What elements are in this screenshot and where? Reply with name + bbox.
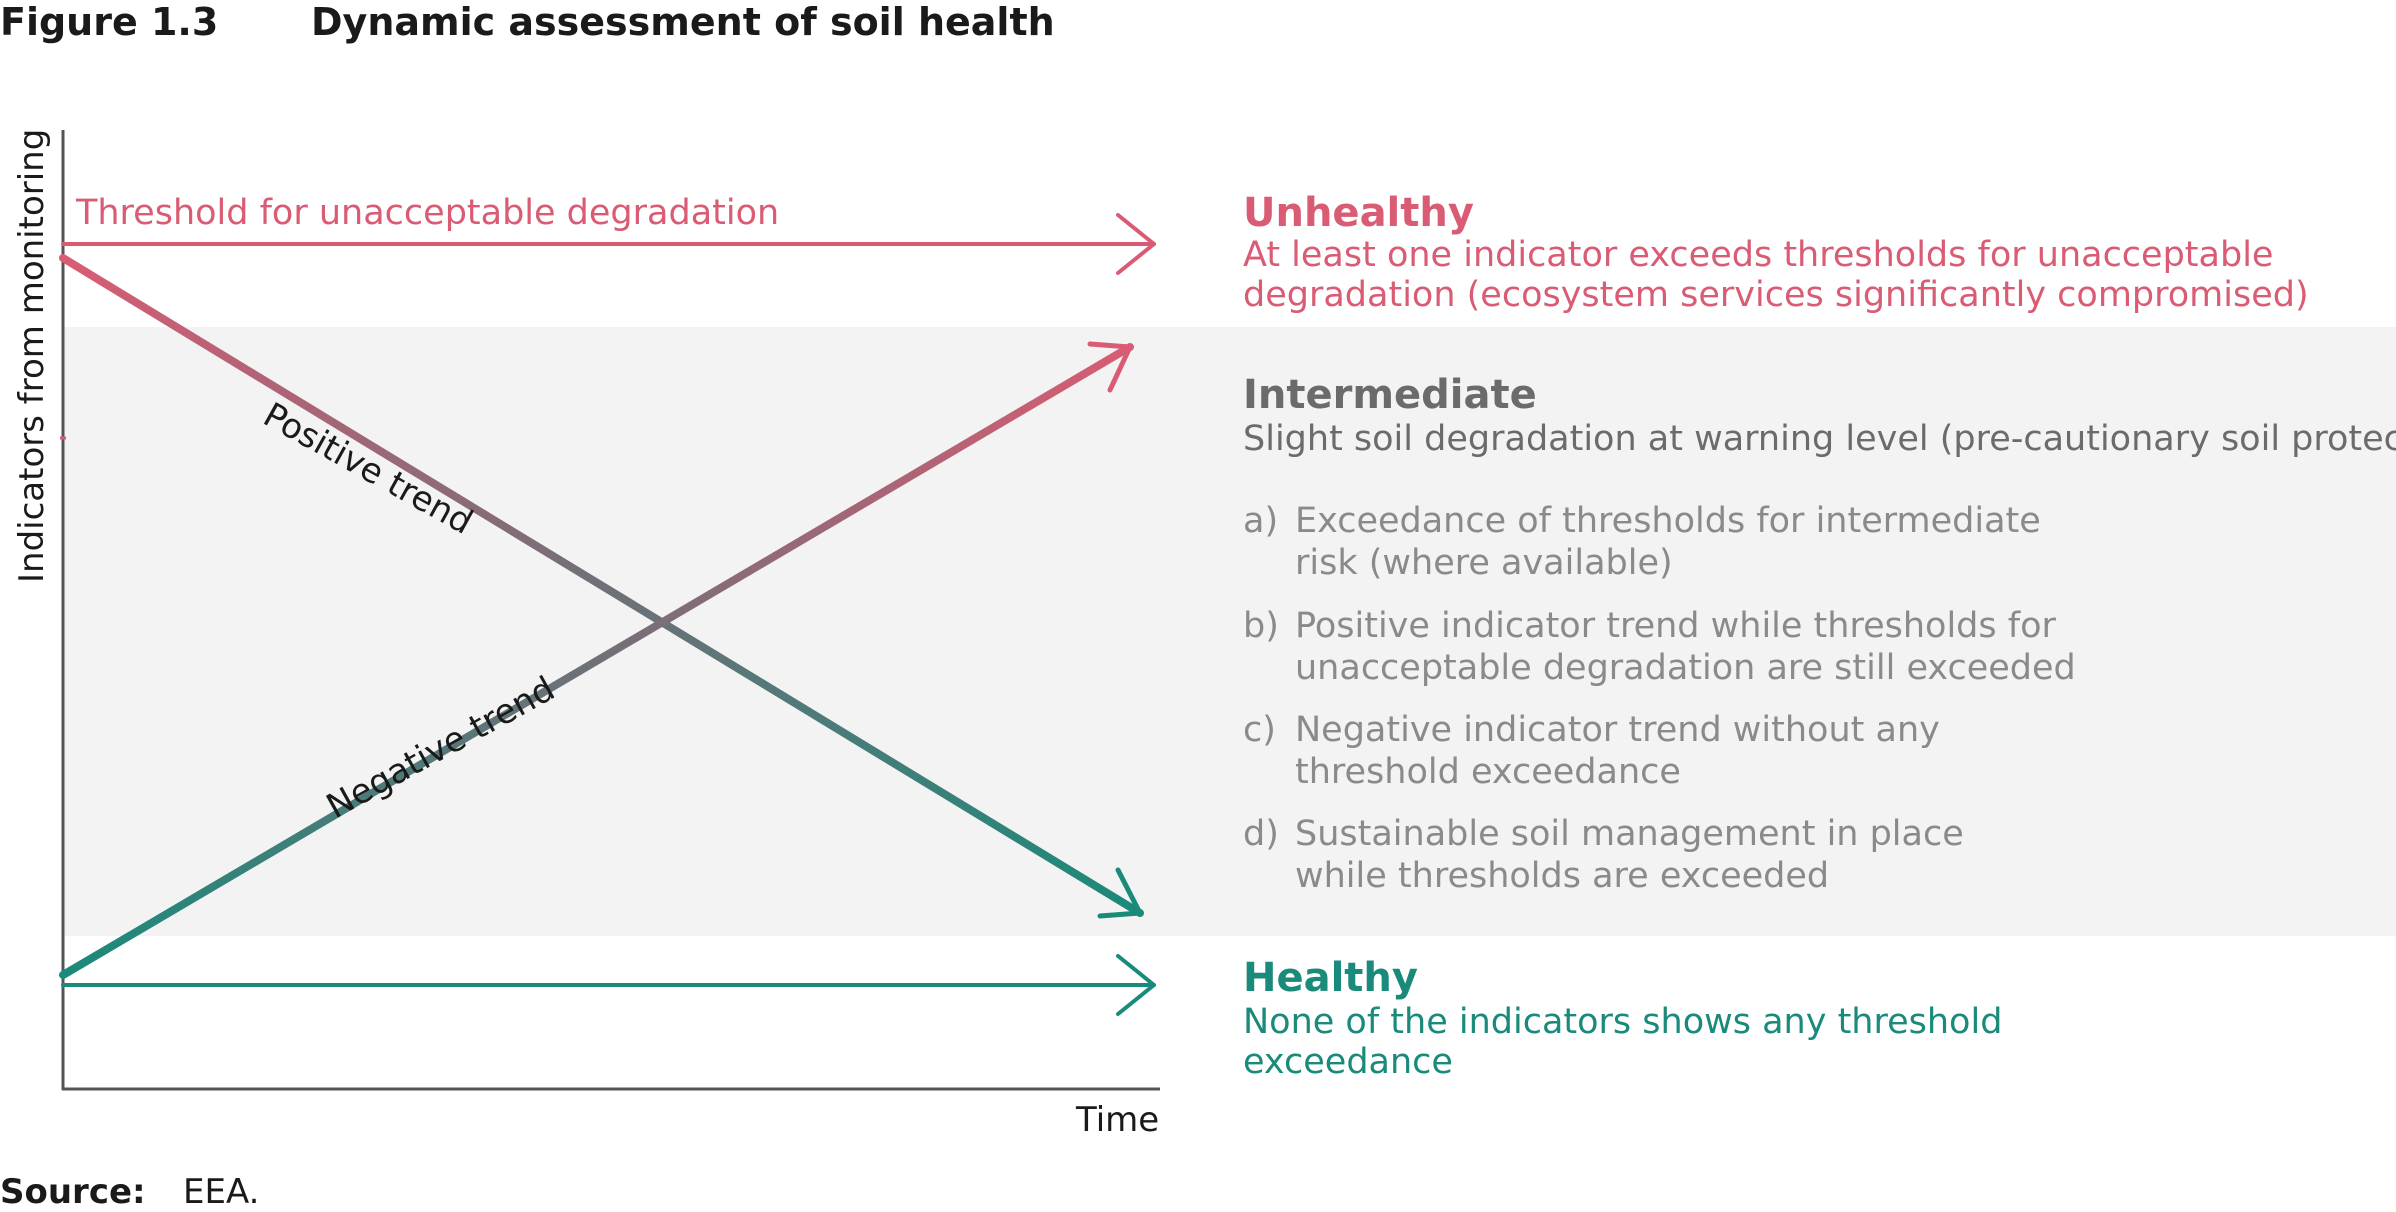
threshold-arrow — [61, 213, 1156, 275]
criterion-text: Negative indicator trend without any thr… — [1295, 709, 1940, 793]
unhealthy-description-line: At least one indicator exceeds threshold… — [1243, 235, 2274, 275]
figure-number: Figure 1.3 — [0, 0, 219, 44]
criterion-line: unacceptable degradation are still excee… — [1295, 648, 2076, 688]
healthy-title: Healthy — [1243, 955, 1418, 1001]
criterion-letter: b) — [1243, 606, 1279, 646]
criterion-line: Exceedance of thresholds for intermediat… — [1295, 501, 2041, 541]
criterion-letter: a) — [1243, 501, 1279, 541]
intermediate-title: Intermediate — [1243, 372, 1537, 418]
healthy-arrow — [61, 954, 1156, 1016]
criterion-line: risk (where available) — [1295, 543, 1673, 583]
intermediate-zone-band — [63, 327, 2396, 936]
intermediate-description: Slight soil degradation at warning level… — [1243, 419, 2396, 459]
criterion-line: Positive indicator trend while threshold… — [1295, 606, 2056, 646]
healthy-description-line: None of the indicators shows any thresho… — [1243, 1002, 2003, 1042]
x-axis-label: Time — [1076, 1100, 1160, 1140]
threshold-label: Threshold for unacceptable degradation — [76, 193, 780, 233]
unhealthy-title: Unhealthy — [1243, 190, 1474, 236]
healthy-description-line: exceedance — [1243, 1042, 1453, 1082]
criterion-line: threshold exceedance — [1295, 752, 1681, 792]
figure-title: Dynamic assessment of soil health — [311, 0, 1055, 44]
y-axis-label: Indicators from monitoring — [12, 128, 52, 583]
source-label: Source: — [0, 1172, 146, 1212]
criterion-line: while thresholds are exceeded — [1295, 856, 1830, 896]
criterion-text: Positive indicator trend while threshold… — [1295, 605, 2076, 689]
criterion-text: Exceedance of thresholds for intermediat… — [1295, 500, 2041, 584]
criterion-letter: c) — [1243, 710, 1276, 750]
healthy-description: None of the indicators shows any thresho… — [1243, 1002, 2002, 1082]
unhealthy-description-line: degradation (ecosystem services signific… — [1243, 275, 2309, 315]
positive-trend-arrow — [59, 254, 1144, 919]
negative-trend-arrow — [59, 341, 1134, 979]
criterion-line: Sustainable soil management in place — [1295, 814, 1964, 854]
criterion-line: Negative indicator trend without any — [1295, 710, 1940, 750]
criterion-text: Sustainable soil management in place whi… — [1295, 813, 1964, 897]
criterion-letter: d) — [1243, 814, 1279, 854]
unhealthy-description: At least one indicator exceeds threshold… — [1243, 235, 2309, 315]
source-text: EEA. — [183, 1172, 260, 1212]
